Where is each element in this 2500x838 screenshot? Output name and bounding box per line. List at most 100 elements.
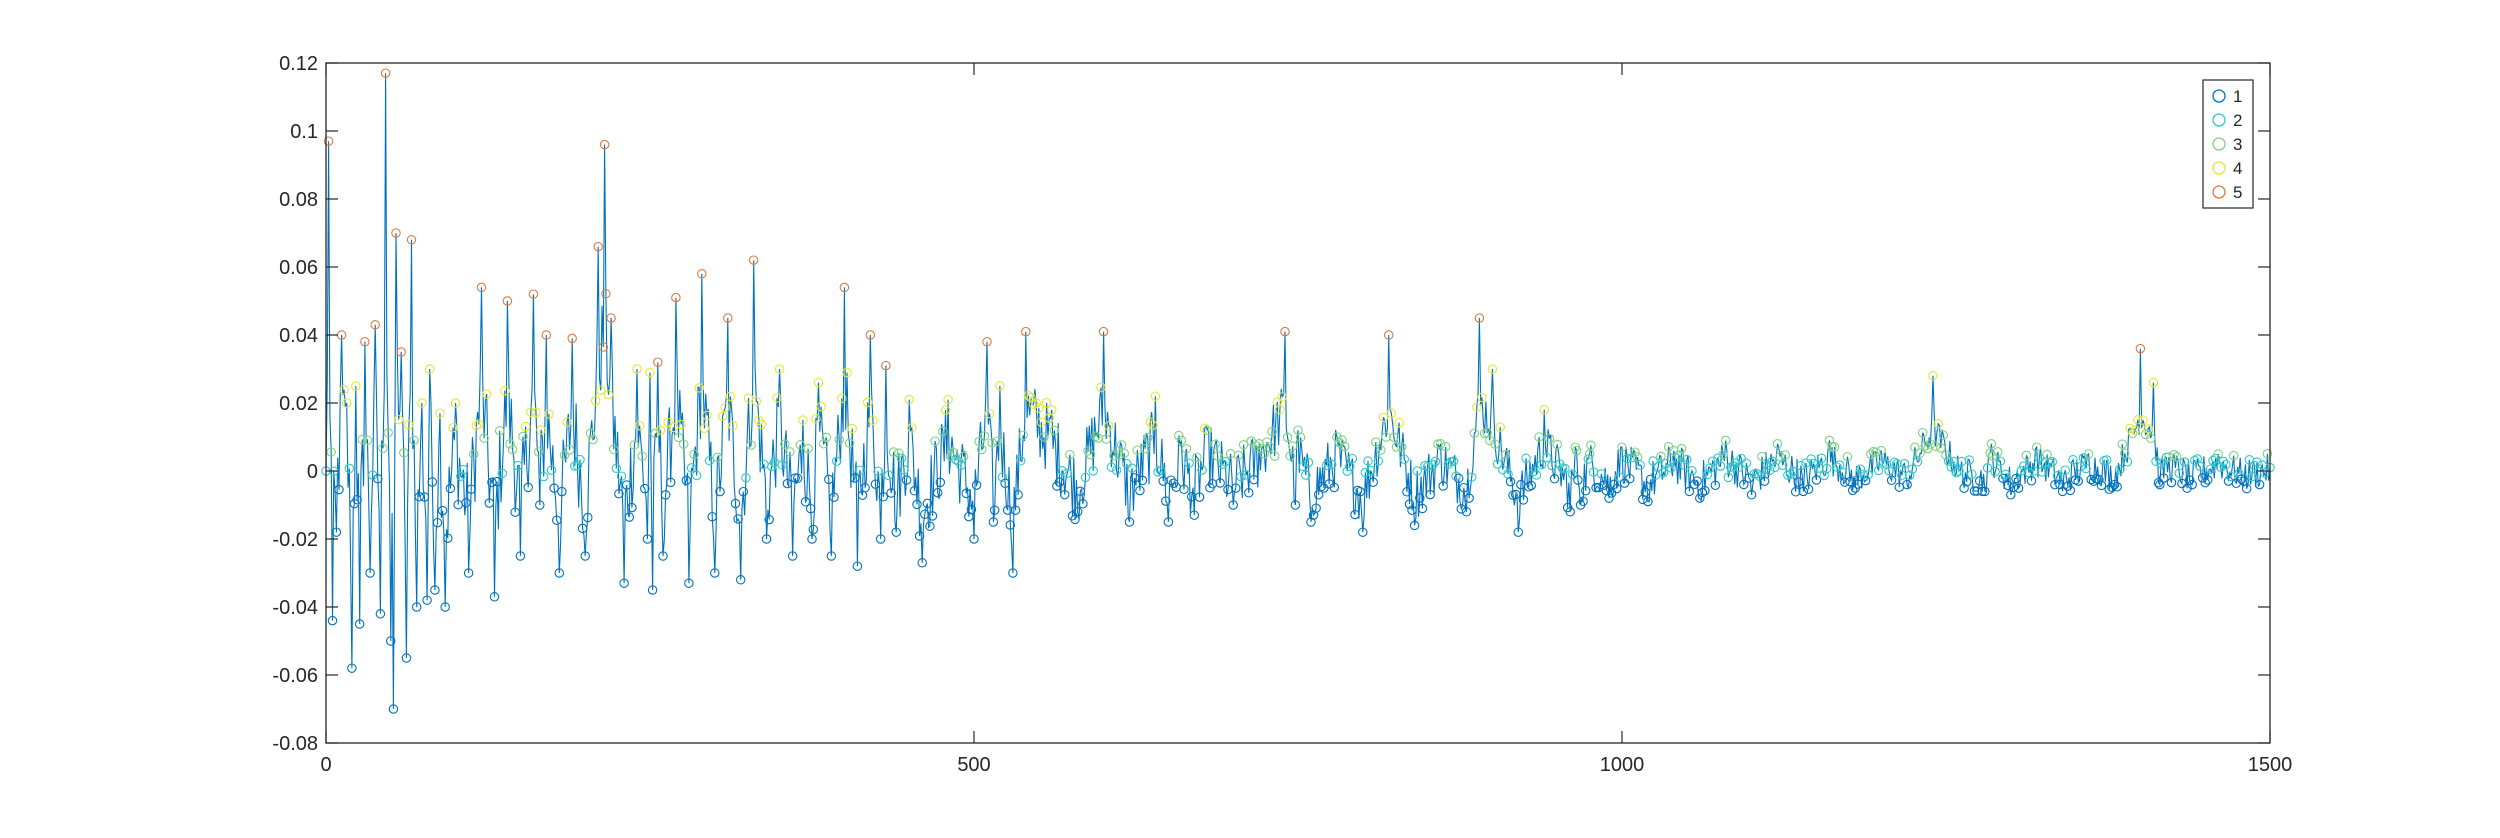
data-point-series-2 <box>1365 465 1376 476</box>
data-point-series-4 <box>1145 417 1156 427</box>
data-point-series-1 <box>1231 483 1241 493</box>
data-point-series-3 <box>1876 445 1886 456</box>
data-point-series-1 <box>484 498 495 508</box>
data-point-series-2 <box>1399 454 1410 464</box>
data-point-series-1 <box>684 578 694 588</box>
data-point-series-4 <box>632 364 642 374</box>
data-point-series-3 <box>1337 435 1347 445</box>
data-point-series-4 <box>1023 390 1034 401</box>
data-point-series-3 <box>2042 449 2052 460</box>
data-point-series-3 <box>1440 441 1451 452</box>
data-point-series-3 <box>1500 450 1511 460</box>
data-point-series-2 <box>1912 457 1923 467</box>
data-point-series-1 <box>1166 475 1176 485</box>
data-point-series-2 <box>1451 471 1461 481</box>
legend-label: 2 <box>2233 111 2242 130</box>
data-point-series-1 <box>621 480 632 490</box>
data-point-series-1 <box>430 585 440 595</box>
data-point-series-1 <box>2073 476 2083 486</box>
data-point-series-3 <box>1371 437 1381 447</box>
data-point-series-1 <box>1518 495 1529 505</box>
data-point-series-2 <box>1347 453 1358 464</box>
data-point-series-1 <box>2107 482 2117 493</box>
data-point-series-1 <box>2003 480 2013 491</box>
data-point-series-1 <box>1697 487 1708 498</box>
data-point-series-2 <box>1428 460 1438 470</box>
data-point-series-3 <box>1757 451 1767 462</box>
data-point-series-2 <box>1679 460 1689 470</box>
data-point-series-2 <box>1614 472 1625 482</box>
data-point-series-3 <box>1114 450 1124 460</box>
data-point-series-4 <box>728 421 738 431</box>
data-point-series-4 <box>603 389 614 400</box>
data-point-series-4 <box>655 425 666 435</box>
x-tick-label: 1000 <box>1600 754 1645 776</box>
data-point-series-2 <box>1443 459 1454 470</box>
data-point-series-2 <box>1964 455 1975 465</box>
data-point-series-4 <box>339 385 349 395</box>
data-point-series-1 <box>1417 503 1428 514</box>
data-point-series-1 <box>2013 483 2024 493</box>
data-point-series-2 <box>1754 471 1765 481</box>
data-point-series-1 <box>1580 485 1591 496</box>
data-point-series-2 <box>1819 470 1829 481</box>
y-tick-label: 0.06 <box>279 257 318 279</box>
data-point-series-1 <box>354 619 365 629</box>
data-point-series-2 <box>1412 466 1422 476</box>
data-point-series-4 <box>2130 425 2140 435</box>
data-point-series-1 <box>1402 487 1412 497</box>
data-point-series-1 <box>443 533 453 543</box>
data-point-series-4 <box>2125 423 2135 434</box>
data-point-series-3 <box>803 443 813 454</box>
y-tick-label: 0.12 <box>279 53 318 75</box>
data-point-series-5 <box>671 292 681 303</box>
data-point-series-1 <box>925 521 935 531</box>
data-point-series-3 <box>1674 450 1684 460</box>
data-point-series-1 <box>1692 476 1702 486</box>
data-point-series-4 <box>1036 417 1047 427</box>
data-point-series-2 <box>1682 454 1692 465</box>
data-point-series-4 <box>544 409 554 419</box>
data-point-series-2 <box>1705 463 1715 473</box>
data-point-series-1 <box>1075 486 1086 497</box>
data-point-series-1 <box>969 534 979 544</box>
data-point-series-1 <box>1189 510 1200 520</box>
data-point-series-2 <box>1236 471 1246 482</box>
data-point-series-2 <box>1220 456 1231 467</box>
data-point-series-1 <box>2241 483 2252 494</box>
data-point-series-1 <box>1640 487 1651 497</box>
data-point-series-3 <box>588 434 598 445</box>
data-point-series-2 <box>1360 467 1371 478</box>
data-point-series-4 <box>717 411 728 421</box>
data-point-series-4 <box>984 408 995 419</box>
data-point-series-2 <box>538 471 549 482</box>
data-point-series-1 <box>1459 482 1469 493</box>
data-point-series-1 <box>2109 479 2120 490</box>
data-point-series-1 <box>1308 510 1319 520</box>
data-point-series-3 <box>2031 442 2042 452</box>
data-point-series-2 <box>611 463 622 474</box>
data-point-series-3 <box>1842 451 1853 462</box>
data-point-series-1 <box>870 479 881 489</box>
data-point-series-2 <box>1521 453 1531 464</box>
data-point-series-3 <box>1866 449 1876 459</box>
data-point-series-2 <box>1995 456 2006 466</box>
data-point-series-1 <box>1513 527 1524 537</box>
plot-area <box>326 63 2270 743</box>
data-point-series-1 <box>401 653 412 663</box>
data-point-series-1 <box>1072 507 1083 517</box>
data-point-series-4 <box>351 381 361 391</box>
data-point-series-2 <box>1363 456 1373 466</box>
data-point-series-3 <box>1676 443 1687 454</box>
data-point-series-1 <box>492 476 502 487</box>
data-point-series-1 <box>1977 486 1988 497</box>
data-point-series-3 <box>1210 439 1220 449</box>
data-point-series-1 <box>554 568 565 578</box>
data-point-series-1 <box>927 511 938 521</box>
data-point-series-1 <box>557 486 567 497</box>
data-point-series-2 <box>1542 452 1552 463</box>
data-point-series-2 <box>1707 456 1718 466</box>
data-point-series-1 <box>1684 486 1695 497</box>
